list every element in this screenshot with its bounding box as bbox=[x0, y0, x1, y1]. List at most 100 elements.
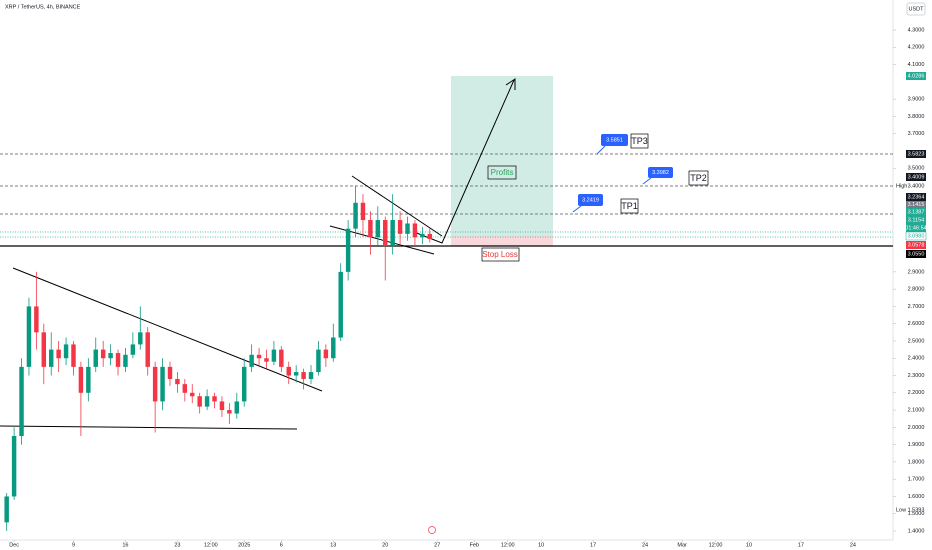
candle-body bbox=[204, 396, 210, 407]
x-tick-label: Dec bbox=[9, 542, 19, 548]
tp1-callout bbox=[578, 194, 603, 206]
candle-body bbox=[130, 344, 136, 355]
x-tick-label: Mar bbox=[677, 542, 687, 548]
tp2-box bbox=[688, 170, 709, 186]
candle-body bbox=[78, 366, 84, 393]
candle-body bbox=[219, 401, 225, 411]
y-tick-label: 2.7000 bbox=[908, 304, 925, 310]
candle-body bbox=[108, 353, 113, 359]
y-tick-label: 2.0000 bbox=[908, 425, 925, 431]
candle-body bbox=[249, 354, 254, 367]
y-tick-label: 2.8000 bbox=[908, 287, 925, 293]
candle-body bbox=[331, 337, 336, 359]
candle-body bbox=[368, 220, 373, 238]
badge-text: 3.0980 bbox=[908, 233, 925, 239]
badge bbox=[906, 193, 926, 201]
candle-body bbox=[160, 366, 165, 402]
badge-text: 4.0286 bbox=[908, 73, 925, 79]
candle-body bbox=[323, 349, 329, 359]
y-tick-label: 3.8000 bbox=[908, 114, 925, 120]
event-icon[interactable] bbox=[428, 526, 436, 534]
high-label: High bbox=[896, 183, 907, 189]
candle-body bbox=[234, 401, 240, 414]
badge-text: 3.1387 bbox=[908, 209, 925, 215]
x-tick-label: 12:00 bbox=[204, 542, 218, 548]
y-tick-label: 4.3000 bbox=[908, 27, 925, 33]
tp3-box bbox=[630, 133, 649, 149]
candle-body bbox=[197, 396, 202, 407]
candle-body bbox=[375, 220, 381, 238]
candle-body bbox=[397, 220, 403, 234]
candle-body bbox=[100, 349, 106, 359]
candle-body bbox=[48, 349, 54, 367]
x-tick-label: 10 bbox=[746, 542, 752, 548]
candle-body bbox=[152, 366, 158, 402]
callout-pointer bbox=[642, 177, 652, 185]
x-tick-label: 17 bbox=[798, 542, 804, 548]
x-tick-label: 12:00 bbox=[501, 542, 515, 548]
tp2-price: 3.3982 bbox=[652, 170, 669, 176]
candle-body bbox=[345, 228, 351, 272]
candle-body bbox=[11, 435, 17, 497]
tp2-label: TP2 bbox=[690, 173, 707, 183]
stop-box bbox=[481, 247, 520, 262]
y-tick-label: 2.9000 bbox=[908, 269, 925, 275]
y-tick-label: 3.9000 bbox=[908, 97, 925, 103]
badge-text: 3.5823 bbox=[908, 151, 925, 157]
badge bbox=[906, 173, 926, 181]
loss-zone bbox=[451, 235, 553, 246]
y-tick-label: 2.2000 bbox=[908, 390, 925, 396]
candle-body bbox=[308, 372, 314, 379]
y-tick-label: 2.5000 bbox=[908, 338, 925, 344]
y-tick-label: 1.7000 bbox=[908, 477, 925, 483]
tp1-label: TP1 bbox=[621, 201, 638, 211]
badge-text: 3.0578 bbox=[908, 242, 925, 248]
candle-body bbox=[115, 353, 121, 367]
candle-body bbox=[286, 366, 291, 376]
x-tick-label: 27 bbox=[434, 542, 440, 548]
candle-body bbox=[41, 332, 47, 367]
badge bbox=[906, 241, 926, 249]
profit-zone bbox=[451, 76, 553, 235]
candle-body bbox=[353, 202, 358, 229]
badge bbox=[906, 201, 926, 208]
callout-pointer bbox=[572, 205, 582, 213]
x-tick-label: Feb bbox=[470, 542, 479, 548]
candle-body bbox=[56, 349, 61, 359]
y-tick-label: 3.7000 bbox=[908, 131, 925, 137]
profits-box bbox=[487, 165, 517, 180]
y-tick-label: 4.2000 bbox=[908, 45, 925, 51]
x-tick-label: 6 bbox=[280, 542, 283, 548]
currency-label[interactable]: USDT bbox=[909, 6, 925, 12]
candle-body bbox=[212, 396, 217, 402]
candles bbox=[4, 185, 433, 531]
candle-body bbox=[19, 366, 24, 436]
badge-text: 3.2364 bbox=[908, 194, 925, 200]
candle-body bbox=[71, 344, 76, 367]
x-tick-label: 10 bbox=[538, 542, 544, 548]
x-tick-label: 17 bbox=[590, 542, 596, 548]
candle-body bbox=[145, 332, 150, 367]
tp2-callout bbox=[648, 167, 673, 178]
candle-body bbox=[175, 378, 180, 385]
candle-body bbox=[293, 372, 299, 376]
candle-body bbox=[227, 410, 232, 414]
candle-body bbox=[4, 496, 9, 523]
candle-body bbox=[412, 223, 418, 238]
tp3-label: TP3 bbox=[631, 136, 648, 146]
candle-body bbox=[405, 223, 410, 234]
y-tick-label: 2.4000 bbox=[908, 356, 925, 362]
candle-body bbox=[338, 271, 343, 338]
y-tick-label: 1.4000 bbox=[908, 528, 925, 534]
currency-button[interactable] bbox=[906, 2, 926, 16]
y-tick-label: 1.5000 bbox=[908, 511, 925, 517]
badge bbox=[906, 150, 926, 158]
candle-body bbox=[86, 366, 91, 393]
y-tick-label: 1.9000 bbox=[908, 442, 925, 448]
candle-body bbox=[34, 306, 39, 333]
candle-body bbox=[271, 349, 277, 362]
candle-body bbox=[360, 202, 366, 221]
candle-body bbox=[123, 354, 128, 367]
low-label: Low bbox=[896, 507, 906, 513]
tp1-box bbox=[620, 198, 639, 214]
